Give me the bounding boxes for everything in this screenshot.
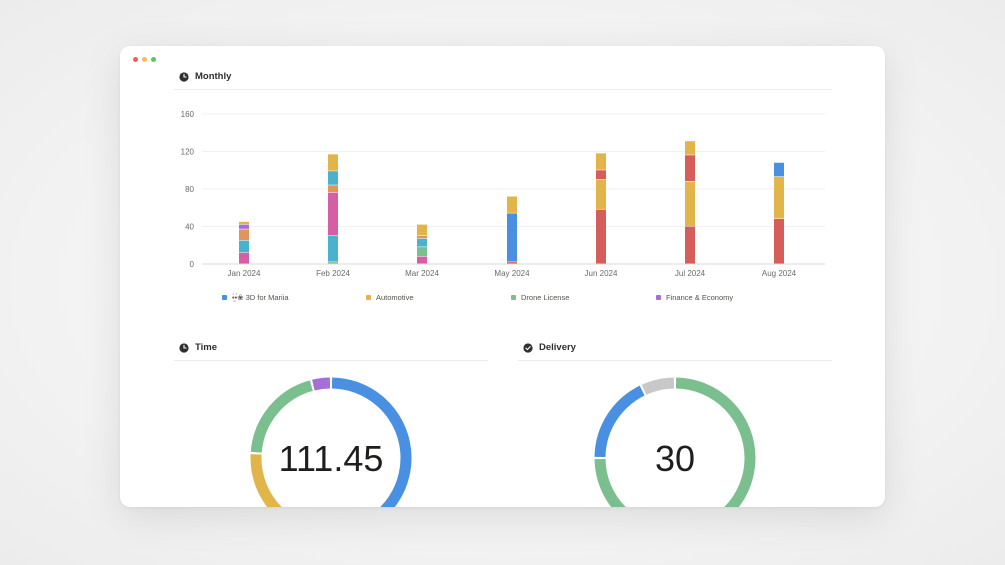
donut-slice <box>250 380 313 453</box>
donut-center-value: 111.45 <box>279 438 384 479</box>
clock-icon <box>179 71 189 82</box>
minimize-window-button[interactable] <box>142 57 147 62</box>
y-tick-label: 160 <box>181 110 195 119</box>
legend-item-3d-for-mariia[interactable]: •̫̀•́❀ 3D for Mariia <box>222 293 289 302</box>
y-tick-label: 0 <box>190 260 195 269</box>
bar-segment <box>328 262 338 264</box>
time-donut-chart: 111.45 <box>250 377 412 507</box>
bar-segment <box>774 176 784 219</box>
bar-segment <box>685 226 695 264</box>
bar-segment <box>239 240 249 253</box>
check-circle-icon <box>523 342 533 353</box>
time-title: Time <box>195 342 218 353</box>
monthly-bar-chart: 0 40 80 120 160 Jan 2024 Feb 2024 Mar 2024 May 2… <box>181 110 825 278</box>
bar-segment <box>685 155 695 181</box>
dashboard-window: Monthly 0 40 80 120 160 Jan 2024 Feb 2024 Mar 2… <box>120 46 885 507</box>
bar-segment <box>507 213 517 262</box>
time-header[interactable]: Time <box>179 342 217 353</box>
bar-segment <box>417 247 427 256</box>
bar-segment <box>596 179 606 210</box>
bar-segment <box>239 252 249 264</box>
legend-item-drone-license[interactable]: Drone License <box>511 293 569 302</box>
bar-segment <box>507 262 517 264</box>
legend-label: •̫̀•́❀ 3D for Mariia <box>232 293 289 302</box>
close-window-button[interactable] <box>133 57 138 62</box>
x-tick-label: Jun 2024 <box>585 269 618 278</box>
window-controls <box>133 57 156 62</box>
bar-segment <box>328 235 338 262</box>
y-tick-label: 40 <box>185 223 194 232</box>
delivery-donut-chart: 30 <box>594 377 756 507</box>
donut-slice <box>312 377 331 391</box>
bar-segment <box>239 229 249 241</box>
legend-swatch <box>366 295 371 300</box>
delivery-title: Delivery <box>539 342 576 353</box>
bar-segment <box>685 181 695 226</box>
bar-segment <box>417 235 427 239</box>
delivery-header[interactable]: Delivery <box>523 342 576 353</box>
x-tick-label: Jul 2024 <box>675 269 706 278</box>
bar-segment <box>239 221 249 225</box>
donut-center-value: 30 <box>655 438 695 479</box>
x-tick-label: May 2024 <box>494 269 530 278</box>
x-tick-label: Jan 2024 <box>228 269 261 278</box>
legend-label: Finance & Economy <box>666 293 734 302</box>
bar-segment <box>417 224 427 236</box>
monthly-header[interactable]: Monthly <box>179 71 231 82</box>
bar-segment <box>328 154 338 171</box>
donut-slice <box>594 385 645 458</box>
legend-item-finance-economy[interactable]: Finance & Economy <box>656 293 733 302</box>
clock-icon <box>179 342 189 353</box>
bar-segment <box>328 185 338 193</box>
legend-label: Automotive <box>376 293 414 302</box>
monthly-divider <box>174 89 832 90</box>
zoom-window-button[interactable] <box>151 57 156 62</box>
y-tick-label: 80 <box>185 185 194 194</box>
donut-slice <box>250 454 282 507</box>
legend-swatch <box>222 295 227 300</box>
bar-segment <box>507 196 517 213</box>
donut-slice <box>331 377 412 507</box>
y-tick-label: 120 <box>181 148 195 157</box>
legend-item-automotive[interactable]: Automotive <box>366 293 414 302</box>
x-tick-label: Aug 2024 <box>762 269 797 278</box>
legend-swatch <box>511 295 516 300</box>
delivery-divider <box>518 360 832 361</box>
x-tick-label: Feb 2024 <box>316 269 350 278</box>
x-tick-label: Mar 2024 <box>405 269 439 278</box>
bar-segment <box>239 224 249 229</box>
bar-segment <box>596 153 606 170</box>
legend-label: Drone License <box>521 293 570 302</box>
bar-segment <box>328 192 338 236</box>
bar-segment <box>417 238 427 247</box>
time-divider <box>174 360 488 361</box>
bar-segment <box>596 209 606 264</box>
monthly-title: Monthly <box>195 71 232 82</box>
bar-segment <box>596 170 606 180</box>
donut-slice <box>594 377 756 507</box>
chart-legend: •̫̀•́❀ 3D for Mariia Automotive Drone Li… <box>222 293 822 305</box>
donut-slice <box>641 377 675 395</box>
legend-swatch <box>656 295 661 300</box>
bar-segment <box>328 171 338 185</box>
bar-segment <box>417 256 427 264</box>
bar-segment <box>774 162 784 177</box>
bar-segment <box>774 219 784 264</box>
bar-segment <box>685 141 695 155</box>
